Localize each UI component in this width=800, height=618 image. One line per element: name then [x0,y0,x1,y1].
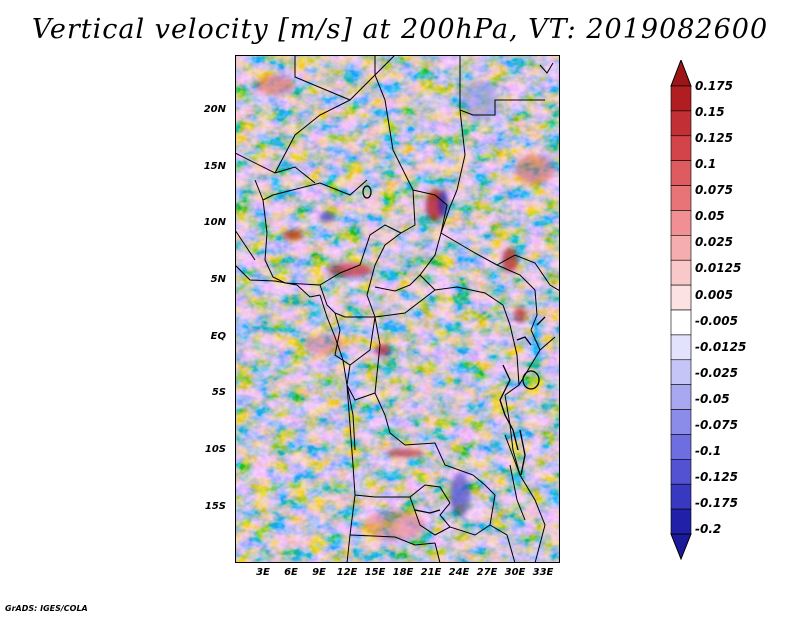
colorbar-label: 0.05 [695,209,725,223]
colorbar-box [670,110,692,137]
map-title: Vertical velocity [m/s] at 200hPa, VT: 2… [31,14,769,45]
colorbar-label: 0.0125 [695,261,742,275]
colorbar-box [670,483,692,510]
strong-cells [255,75,555,540]
colorbar-box [670,508,692,535]
velocity-field-detail [235,55,560,563]
colorbar-box [670,135,692,161]
colorbar-box [670,309,692,336]
colorbar-label: 0.175 [695,79,733,93]
lon-tick-label: 24E [448,567,470,578]
colorbar-box [670,359,692,385]
colorbar-label: -0.175 [695,496,738,510]
colorbar-box [670,384,692,410]
colorbar-box [670,434,692,460]
colorbar-box [670,185,692,211]
colorbar-label: 0.125 [695,131,733,145]
colorbar-label: -0.0125 [695,340,747,354]
colorbar-label: 0.025 [695,235,733,249]
colorbar [670,60,692,560]
colorbar-top-triangle [670,60,692,87]
lon-tick-label: 12E [336,567,358,578]
lat-tick-label: 20N [203,104,226,115]
lon-tick-label: 3E [256,567,270,578]
lat-tick-label: 10S [204,444,226,455]
colorbar-label: -0.1 [695,444,722,458]
grads-credit: GrADS: IGES/COLA [5,604,88,613]
map-panel [235,55,560,563]
colorbar-bottom-triangle [670,533,692,560]
colorbar-box [670,284,692,311]
colorbar-label: -0.075 [695,418,738,432]
colorbar-box [670,259,692,286]
colorbar-label: -0.025 [695,366,738,380]
lon-tick-label: 6E [284,567,298,578]
country-borders [235,55,560,563]
colorbar-label: -0.005 [695,314,738,328]
lat-tick-label: 5S [211,387,226,398]
lon-tick-label: 33E [532,567,554,578]
lon-tick-label: 21E [420,567,442,578]
colorbar-label: 0.1 [695,157,717,171]
vertical-velocity-map [235,55,560,563]
colorbar-box [670,459,692,485]
lon-tick-label: 30E [504,567,526,578]
lat-tick-label: 10N [203,217,226,228]
colorbar-label: -0.125 [695,470,738,484]
colorbar-box [670,85,692,112]
lon-tick-label: 9E [312,567,326,578]
colorbar-box [670,210,692,236]
lat-tick-label: 5N [210,274,226,285]
lon-tick-label: 27E [476,567,498,578]
lat-tick-label: EQ [210,331,226,342]
lat-tick-label: 15S [204,501,226,512]
lat-tick-label: 15N [203,161,226,172]
map-frame [235,55,560,563]
colorbar-box [670,235,692,261]
lakes [362,185,546,514]
colorbar-label: 0.005 [695,288,733,302]
colorbar-boxes [670,85,692,535]
colorbar-label: -0.05 [695,392,730,406]
lon-tick-label: 15E [364,567,386,578]
lon-tick-label: 18E [392,567,414,578]
colorbar-box [670,334,692,361]
colorbar-box [670,409,692,435]
colorbar-box [670,160,692,186]
colorbar-label: 0.075 [695,183,733,197]
colorbar-label: -0.2 [695,522,722,536]
colorbar-label: 0.15 [695,105,725,119]
